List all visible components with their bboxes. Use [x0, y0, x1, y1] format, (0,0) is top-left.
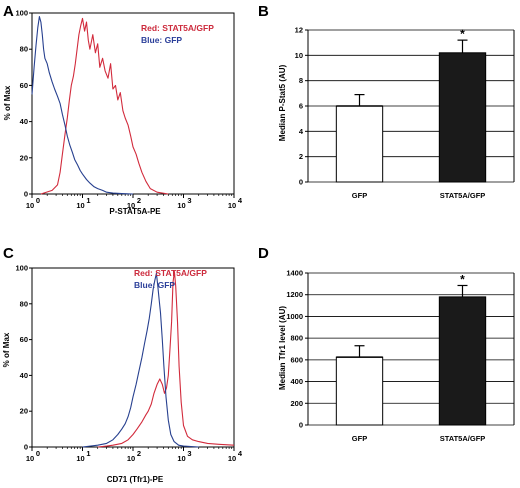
panel-b-y-tick-label: 10	[295, 51, 303, 60]
panel-letter-d: D	[258, 245, 269, 262]
panel-c-x-tick-label: 10	[26, 454, 34, 463]
panel-d-y-tick-label: 400	[290, 377, 303, 386]
panel-d-category-label: GFP	[352, 434, 367, 443]
panel-c-plot-frame	[31, 267, 235, 448]
panel-b-bar-stat5a-gfp	[438, 52, 487, 183]
panel-d-plot: 0 200 400 600 800 1000 1200 1400 GFP STAT5A/GFP *	[286, 269, 515, 443]
panel-d-y-axis-label: Median Tfr1 level (AU)	[278, 306, 287, 390]
panel-c-x-tick-label: 10	[76, 454, 84, 463]
panel-a-x-tick-exponent: 0	[36, 196, 40, 205]
panel-c-x-tick-exponent: 4	[238, 449, 243, 458]
panel-letter-a: A	[3, 3, 14, 20]
panel-c-y-tick-label: 40	[20, 371, 28, 380]
panel-a-x-tick-label: 10	[26, 201, 34, 210]
panel-a-plot-frame	[31, 12, 235, 195]
panel-c-y-tick-label: 0	[24, 443, 28, 452]
panel-a-x-tick-label: 10	[177, 201, 185, 210]
panel-letter-c: C	[3, 245, 14, 262]
panel-c-x-tick-label: 10	[228, 454, 236, 463]
panel-b-bar-chart: 0 2 4 6 8 10 12 GFP STAT5A/GFP * Median P-Stat5 (…	[278, 26, 515, 200]
panel-b-significance-marker: *	[460, 27, 465, 41]
panel-a-y-tick-label: 60	[20, 81, 28, 90]
panel-a-y-tick-label: 100	[15, 9, 28, 18]
panel-a-series-blue-line	[31, 16, 134, 195]
panel-a-series-red-line	[40, 17, 169, 195]
panel-c-x-tick-exponent: 1	[86, 449, 90, 458]
panel-a-legend-blue: Blue: GFP	[141, 35, 182, 45]
panel-b-bar-gfp	[335, 105, 384, 183]
panel-a-x-tick-label: 10	[228, 201, 236, 210]
panel-c-x-tick-exponent: 0	[36, 449, 40, 458]
panel-b-y-tick-label: 8	[299, 76, 303, 85]
panel-d-y-tick-label: 1200	[286, 290, 303, 299]
panel-d-y-tick-label: 1400	[286, 269, 303, 278]
panel-b-category-label: STAT5A/GFP	[440, 191, 486, 200]
panel-c-series-red-line	[97, 271, 235, 448]
panel-a-x-axis-label: P-STAT5A-PE	[109, 207, 161, 216]
panel-b-y-tick-label: 4	[299, 127, 304, 136]
panel-b-category-label: GFP	[352, 191, 367, 200]
panel-a-x-tick-label: 10	[76, 201, 84, 210]
panel-d-bar-stat5a-gfp	[438, 296, 487, 426]
panel-a-x-tick-label: 10	[127, 201, 135, 210]
panel-c-x-tick-exponent: 2	[137, 449, 141, 458]
panel-a-x-tick-exponent: 3	[187, 196, 191, 205]
panel-a-y-axis-label: % of Max	[3, 85, 12, 120]
panel-c-y-axis-label: % of Max	[2, 332, 11, 367]
panel-a-x-tick-exponent: 4	[238, 196, 243, 205]
panel-c-x-tick-label: 10	[177, 454, 185, 463]
panel-c-legend-blue: Blue: GFP	[134, 280, 175, 290]
panel-b-y-tick-label: 6	[299, 102, 303, 111]
panel-d-y-tick-label: 0	[299, 421, 303, 430]
panel-a-legend-red: Red: STAT5A/GFP	[141, 23, 214, 33]
panel-b-y-tick-label: 2	[299, 152, 303, 161]
panel-a-x-tick-exponent: 2	[137, 196, 141, 205]
panel-a-y-tick-label: 80	[20, 45, 28, 54]
panel-c-x-tick-label: 10	[127, 454, 135, 463]
panel-c-legend-red: Red: STAT5A/GFP	[134, 268, 207, 278]
panel-b-plot: 0 2 4 6 8 10 12 GFP STAT5A/GFP *	[295, 26, 515, 200]
panel-c-x-axis-label: CD71 (Tfr1)-PE	[107, 475, 164, 484]
panel-a-x-tick-exponent: 1	[86, 196, 90, 205]
panel-d-significance-marker: *	[460, 272, 465, 286]
panel-letter-b: B	[258, 3, 269, 20]
panel-c-x-tick-exponent: 3	[187, 449, 191, 458]
panel-d-y-tick-label: 200	[290, 399, 303, 408]
panel-d-y-tick-label: 800	[290, 334, 303, 343]
panel-a-y-tick-label: 0	[24, 190, 28, 199]
panel-b-y-axis-label: Median P-Stat5 (AU)	[278, 64, 287, 141]
panel-d-y-tick-label: 600	[290, 355, 303, 364]
panel-c-y-tick-label: 100	[15, 264, 28, 273]
panel-d-bar-gfp	[335, 356, 384, 426]
panel-c-y-tick-label: 60	[20, 335, 28, 344]
panel-c-series-blue-line	[82, 272, 199, 448]
panel-a-y-tick-label: 40	[20, 117, 28, 126]
panel-d-y-tick-label: 1000	[286, 312, 303, 321]
panel-a-y-tick-label: 20	[20, 153, 28, 162]
panel-b-y-tick-label: 0	[299, 178, 303, 187]
panel-c-y-tick-label: 80	[20, 299, 28, 308]
panel-b-y-tick-label: 12	[295, 26, 303, 35]
panel-d-category-label: STAT5A/GFP	[440, 434, 486, 443]
panel-c-y-tick-label: 20	[20, 407, 28, 416]
